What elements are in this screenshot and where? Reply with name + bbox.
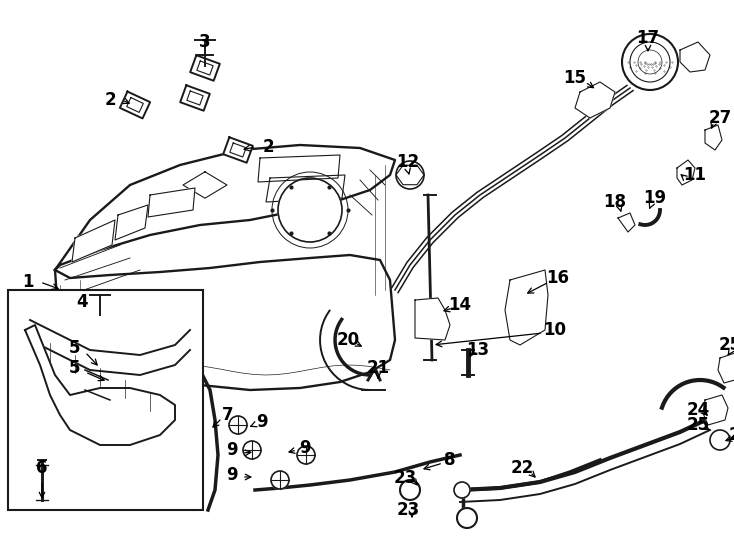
Polygon shape (680, 42, 710, 72)
Text: 18: 18 (603, 193, 627, 211)
Text: 9: 9 (226, 441, 238, 459)
Circle shape (278, 178, 342, 242)
Text: 27: 27 (708, 109, 732, 127)
Circle shape (396, 161, 424, 189)
Text: 7: 7 (222, 406, 234, 424)
Text: 2: 2 (262, 138, 274, 156)
Text: 9: 9 (299, 439, 310, 457)
Text: 9: 9 (226, 466, 238, 484)
Polygon shape (505, 270, 548, 345)
Text: 5: 5 (69, 359, 81, 377)
Polygon shape (180, 85, 210, 111)
Circle shape (710, 430, 730, 450)
Text: 12: 12 (396, 153, 420, 171)
Circle shape (454, 482, 470, 498)
Text: 20: 20 (336, 331, 360, 349)
Polygon shape (190, 55, 219, 81)
Bar (8, 290, 203, 510)
Text: 9: 9 (256, 413, 268, 431)
Polygon shape (120, 92, 150, 118)
Text: 1: 1 (22, 273, 34, 291)
Text: 24: 24 (686, 401, 710, 419)
Circle shape (297, 446, 315, 464)
Text: 8: 8 (444, 451, 456, 469)
Circle shape (243, 441, 261, 459)
Text: 5: 5 (69, 339, 81, 357)
Polygon shape (575, 82, 615, 118)
Text: 23: 23 (393, 469, 417, 487)
Circle shape (457, 508, 477, 528)
Polygon shape (677, 160, 695, 185)
Text: 16: 16 (547, 269, 570, 287)
Text: 25: 25 (686, 416, 710, 434)
Text: 3: 3 (199, 33, 211, 51)
Text: 19: 19 (644, 189, 666, 207)
Circle shape (271, 471, 289, 489)
Text: 14: 14 (448, 296, 471, 314)
Polygon shape (115, 205, 148, 240)
Text: 13: 13 (466, 341, 490, 359)
Polygon shape (703, 395, 728, 425)
Text: 15: 15 (564, 69, 586, 87)
Text: 10: 10 (543, 321, 567, 339)
Text: 6: 6 (36, 459, 48, 477)
Circle shape (400, 480, 420, 500)
Text: 11: 11 (683, 166, 707, 184)
Polygon shape (55, 145, 395, 390)
Text: 4: 4 (76, 293, 88, 311)
Polygon shape (618, 213, 635, 232)
Text: 17: 17 (636, 29, 660, 47)
Polygon shape (148, 188, 195, 217)
Circle shape (229, 416, 247, 434)
Polygon shape (223, 137, 252, 163)
Polygon shape (705, 125, 722, 150)
Circle shape (622, 34, 678, 90)
Text: 25: 25 (719, 336, 734, 354)
Polygon shape (258, 155, 340, 182)
Polygon shape (72, 220, 115, 262)
Polygon shape (415, 298, 450, 340)
Text: 23: 23 (396, 501, 420, 519)
Text: 21: 21 (366, 359, 390, 377)
Text: 26: 26 (728, 426, 734, 444)
Text: 2: 2 (104, 91, 116, 109)
Polygon shape (25, 325, 175, 445)
Polygon shape (718, 352, 734, 383)
Text: 22: 22 (510, 459, 534, 477)
